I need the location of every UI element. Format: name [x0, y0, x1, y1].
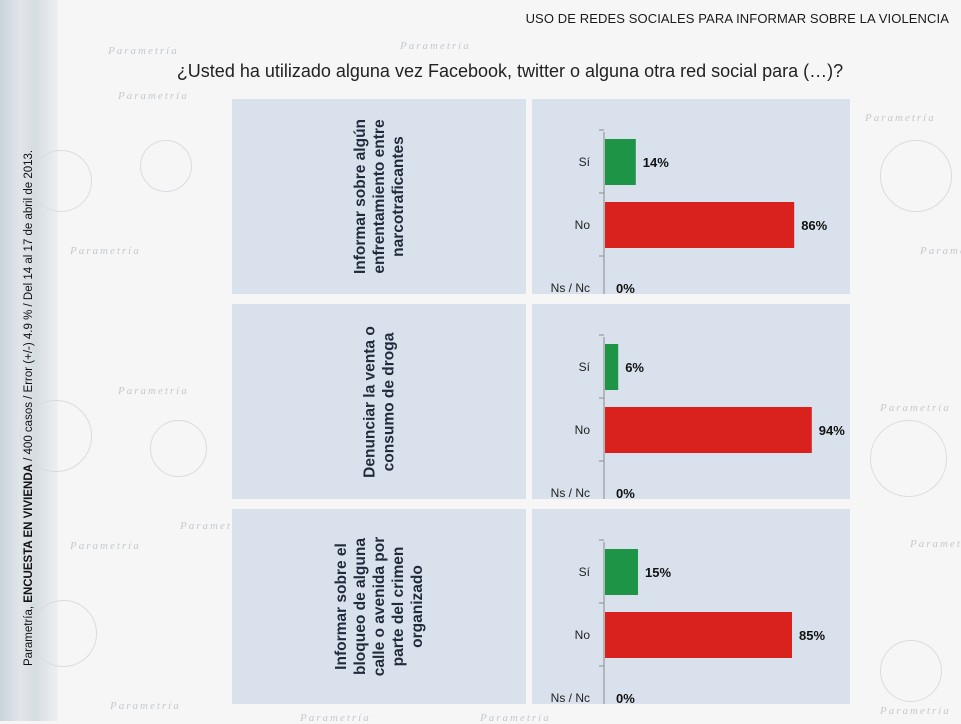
- watermark-text: Parametría: [118, 385, 189, 397]
- bar-value-label: 86%: [801, 218, 827, 233]
- panel-chart-box: [532, 304, 850, 499]
- bar-no: [605, 407, 812, 453]
- panel-chart-box: [532, 99, 850, 294]
- bar-no: [605, 612, 792, 658]
- panel-chart-box: [532, 509, 850, 704]
- watermark-circle: [870, 420, 947, 497]
- slide-header-title: USO DE REDES SOCIALES PARA INFORMAR SOBR…: [525, 11, 949, 26]
- watermark-text: Parametría: [70, 540, 141, 552]
- category-tick-label: Ns / Nc: [551, 281, 590, 295]
- bar-no: [605, 202, 795, 248]
- bar-value-label: 0%: [616, 486, 635, 501]
- panel-label-box: [232, 99, 526, 294]
- watermark-circle: [20, 400, 92, 472]
- watermark-text: Parametría: [110, 700, 181, 712]
- panel-label-box: [232, 509, 526, 704]
- bar-chart: Informar sobre algún enfrentamiento entr…: [232, 99, 850, 704]
- category-tick-label: No: [575, 628, 591, 642]
- decorative-side-strip: [0, 0, 58, 721]
- bar-value-label: 85%: [799, 628, 825, 643]
- source-note: Parametría, ENCUESTA EN VIVIENDA / 400 c…: [23, 150, 35, 666]
- watermark-circle: [30, 150, 92, 212]
- watermark-circle: [150, 420, 207, 477]
- bar-value-label: 94%: [819, 423, 845, 438]
- bar-value-label: 0%: [616, 281, 635, 296]
- category-tick-label: Ns / Nc: [551, 486, 590, 500]
- bar-si: [605, 344, 619, 390]
- watermark-circle: [30, 600, 97, 667]
- category-tick-label: No: [575, 423, 591, 437]
- watermark-circle: [880, 140, 952, 212]
- watermark-text: Parametría: [300, 712, 371, 724]
- watermark-text: Parametría: [180, 520, 251, 532]
- watermark-text: Parametría: [865, 112, 936, 124]
- watermark-text: Parametría: [70, 245, 141, 257]
- panel-label-box: [232, 304, 526, 499]
- category-tick-label: Ns / Nc: [551, 691, 590, 704]
- category-tick-label: Sí: [579, 155, 591, 169]
- bar-value-label: 14%: [643, 155, 669, 170]
- source-details: / 400 casos / Error (+/-) 4.9 % / Del 14…: [23, 149, 35, 465]
- source-survey-name: ENCUESTA EN VIVIENDA: [23, 464, 35, 603]
- bar-value-label: 15%: [645, 565, 671, 580]
- category-tick-label: Sí: [579, 565, 591, 579]
- watermark-text: Parametría: [108, 45, 179, 57]
- watermark-text: Parametría: [880, 705, 951, 717]
- bar-si: [605, 549, 638, 595]
- watermark-circle: [880, 640, 942, 702]
- survey-question: ¿Usted ha utilizado alguna vez Facebook,…: [176, 61, 844, 81]
- watermark-text: Parametría: [400, 40, 471, 52]
- watermark-text: Parametría: [480, 712, 551, 724]
- watermark-text: Parametría: [920, 245, 961, 257]
- watermark-text: Parametría: [880, 402, 951, 414]
- watermark-text: Parametría: [118, 90, 189, 102]
- watermark-text: Parametría: [910, 538, 961, 550]
- chart-svg: Sí 14% No 86% Ns / Nc 0% Sí 6% No 94% Ns / Nc 0% Sí 1…: [551, 129, 845, 704]
- bar-value-label: 0%: [616, 691, 635, 704]
- source-prefix: Parametría,: [23, 602, 35, 666]
- category-tick-label: Sí: [579, 360, 591, 374]
- bar-si: [605, 139, 636, 185]
- watermark-circle: [140, 140, 192, 192]
- category-tick-label: No: [575, 218, 591, 232]
- bar-value-label: 6%: [625, 360, 644, 375]
